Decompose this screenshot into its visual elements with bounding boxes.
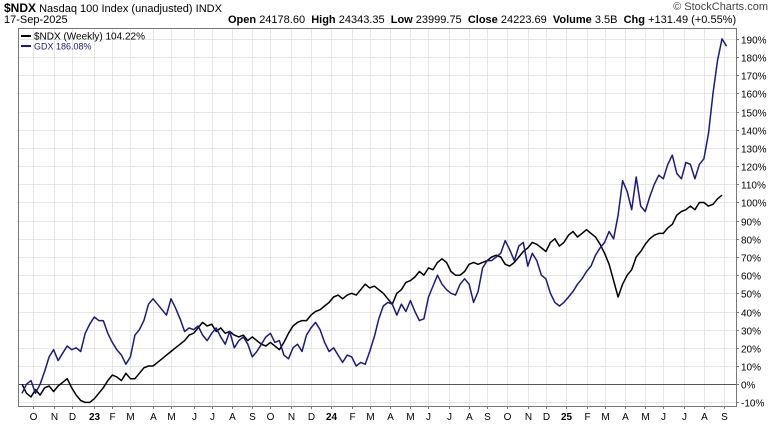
y-tick-label: 120%: [741, 163, 767, 174]
x-tick-label: A: [387, 412, 394, 423]
x-tick-label: M: [167, 412, 175, 423]
x-tick-label: M: [406, 412, 414, 423]
x-tick-label: A: [466, 412, 473, 423]
gridlines: [18, 28, 736, 406]
x-tick-label: N: [525, 412, 532, 423]
x-tick-label: D: [308, 412, 315, 423]
date-label: 17-Sep-2025: [4, 14, 68, 26]
volume-label: Volume: [552, 14, 592, 26]
x-tick-label: S: [484, 412, 491, 423]
x-tick-label: O: [267, 412, 275, 423]
low-value: 23999.75: [415, 14, 462, 26]
y-tick-label: 20%: [741, 345, 761, 356]
x-tick-label: N: [51, 412, 58, 423]
y-tick-label: 80%: [741, 236, 761, 247]
y-tick-label: 0%: [741, 381, 756, 392]
quote-bar: Open 24178.60 High 24343.35 Low 23999.75…: [228, 14, 736, 26]
y-tick-label: 100%: [741, 199, 767, 210]
x-tick-label: S: [249, 412, 256, 423]
close-label: Close: [467, 14, 498, 26]
open-label: Open: [228, 14, 257, 26]
x-tick-label: 23: [89, 412, 101, 423]
y-tick-label: 140%: [741, 127, 767, 138]
x-tick-label: M: [126, 412, 134, 423]
y-axis: -10% 0% 10% 20% 30% 40% 50% 60% 70% 80% 90% 100% 110…: [736, 36, 767, 410]
y-tick-label: 90%: [741, 218, 761, 229]
y-tick-label: 190%: [741, 36, 767, 47]
x-tick-label: A: [150, 412, 157, 423]
open-value: 24178.60: [259, 14, 306, 26]
y-tick-label: 30%: [741, 327, 761, 338]
x-tick-label: O: [504, 412, 512, 423]
x-tick-label: J: [661, 412, 666, 423]
symbol: $NDX: [4, 1, 37, 15]
y-tick-label: 160%: [741, 90, 767, 101]
high-label: High: [311, 14, 336, 26]
x-tick-label: S: [721, 412, 728, 423]
x-tick-label: N: [288, 412, 295, 423]
y-tick-label: 110%: [741, 181, 766, 192]
y-tick-label: 60%: [741, 272, 761, 283]
chart-title: $NDX Nasdaq 100 Index (unadjusted) INDX: [4, 1, 222, 15]
x-tick-label: 25: [561, 412, 573, 423]
x-tick-label: D: [69, 412, 76, 423]
x-tick-label: J: [426, 412, 431, 423]
x-tick-label: M: [366, 412, 374, 423]
y-tick-label: 170%: [741, 72, 767, 83]
x-tick-label: A: [622, 412, 629, 423]
change-label: Chg: [623, 14, 645, 26]
y-tick-label: 150%: [741, 109, 767, 120]
x-axis: O N D 23 F M A M J J A S O N D 24 F M A M J J A S O N D 25 F M A M J J A S: [30, 406, 728, 423]
legend-item-label: $NDX (Weekly) 104.22%: [34, 32, 145, 43]
x-tick-label: 24: [326, 412, 338, 423]
x-tick-label: M: [641, 412, 649, 423]
close-value: 24223.69: [500, 14, 547, 26]
y-tick-label: 130%: [741, 145, 767, 156]
y-tick-label: 180%: [741, 54, 767, 65]
index-name: Nasdaq 100 Index (unadjusted): [39, 3, 193, 15]
volume-value: 3.5B: [594, 14, 618, 26]
gdx-series-line: [21, 38, 728, 395]
legend-item-label: GDX 186.08%: [34, 42, 92, 52]
x-tick-label: A: [701, 412, 708, 423]
x-tick-label: F: [584, 412, 590, 423]
y-tick-label: 10%: [741, 363, 761, 374]
exchange: INDX: [195, 3, 222, 15]
ndx-series-line: [21, 194, 723, 404]
x-tick-label: J: [192, 412, 197, 423]
legend: $NDX (Weekly) 104.22%GDX 186.08%: [21, 32, 145, 52]
y-tick-label: 70%: [741, 254, 761, 265]
x-tick-label: J: [210, 412, 215, 423]
series-lines: [21, 38, 728, 404]
y-tick-label: 50%: [741, 290, 761, 301]
x-tick-label: F: [349, 412, 355, 423]
x-tick-label: D: [543, 412, 550, 423]
y-tick-label: 40%: [741, 309, 761, 320]
plot-frame: [18, 28, 737, 407]
x-tick-label: A: [229, 412, 236, 423]
low-label: Low: [390, 14, 413, 26]
x-tick-label: J: [682, 412, 687, 423]
high-value: 24343.35: [338, 14, 385, 26]
x-tick-label: F: [109, 412, 115, 423]
copyright: © StockCharts.com: [673, 1, 768, 13]
x-tick-label: M: [601, 412, 609, 423]
x-tick-label: J: [447, 412, 452, 423]
change-value: +131.49 (+0.55%): [648, 14, 737, 26]
x-tick-label: O: [30, 412, 38, 423]
y-tick-label: -10%: [741, 399, 764, 410]
